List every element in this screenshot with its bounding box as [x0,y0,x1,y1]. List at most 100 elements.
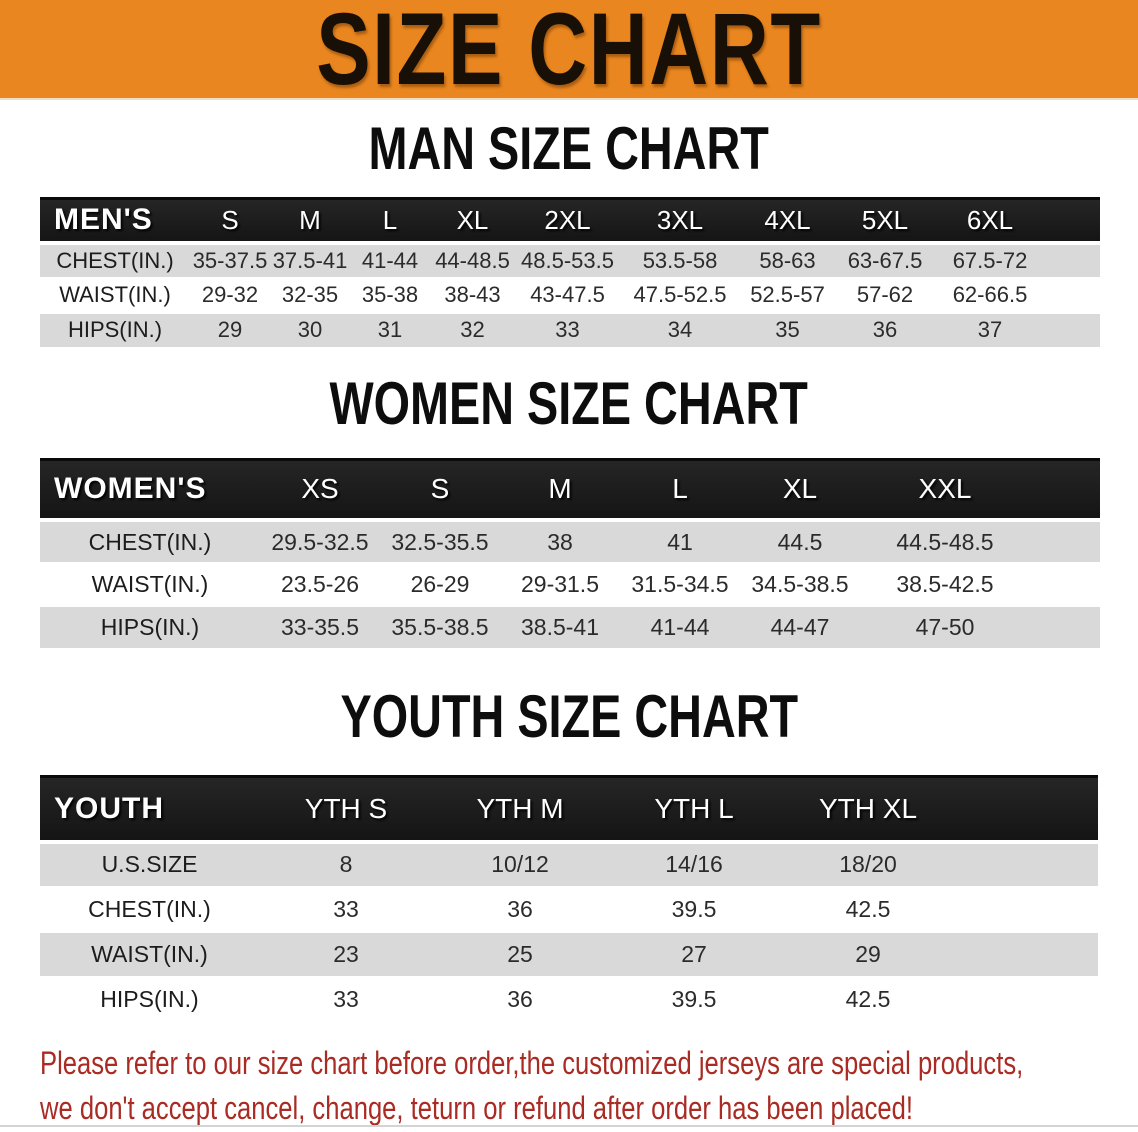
row-label: WAIST(IN.) [59,282,171,307]
size-value-cell: 38.5-41 [520,614,599,640]
row-label: WAIST(IN.) [91,940,208,967]
size-value-cell: 29-32 [201,282,259,307]
spacer-cell [955,977,1098,1022]
size-column-header: XL [430,197,515,245]
size-column-header: M [500,457,620,522]
spacer-cell [955,932,1098,977]
table-header-row: WOMEN'S XS S M L XL XXL [40,457,1100,522]
size-value-cell: 41-44 [650,614,710,640]
spacer-cell [1045,243,1100,278]
spacer-cell [1045,278,1100,313]
size-value-cell: 62-66.5 [952,282,1028,307]
spacer-cell [1045,313,1100,348]
size-value-cell: 36 [507,985,533,1012]
size-value-cell: 25 [507,940,533,967]
table-row: WAIST(IN.) 23.5-26 26-29 29-31.5 31.5-34.5 34… [40,563,1100,606]
disclaimer-line-2: we don't accept cancel, change, teturn o… [40,1089,913,1126]
spacer-cell [1045,197,1100,245]
size-value-cell: 32.5-35.5 [391,528,489,555]
size-value-cell: 33-35.5 [280,614,359,640]
size-column-header: 6XL [935,197,1045,245]
table-row: HIPS(IN.) 33 36 39.5 42.5 [40,976,1098,1022]
disclaimer-line-1: Please refer to our size chart before or… [40,1044,1024,1081]
table-header-row: MEN'S S M L XL 2XL 3XL 4XL 5XL 6XL [40,197,1100,245]
size-value-cell: 52.5-57 [750,282,825,307]
size-value-cell: 14/16 [665,851,723,877]
size-column-header: S [190,197,270,245]
banner-title: SIZE CHART [316,0,822,106]
size-value-cell: 53.5-58 [642,247,718,273]
size-value-cell: 48.5-53.5 [521,247,614,273]
size-value-cell: 43-47.5 [530,282,605,307]
size-value-cell: 41-44 [361,247,419,273]
table-row: CHEST(IN.) 35-37.5 37.5-41 41-44 44-48.5 48.5… [40,242,1100,278]
size-column-header: YTH S [259,775,433,844]
women-section-heading: WOMEN SIZE CHART [329,369,809,437]
men-section-heading: MAN SIZE CHART [368,115,770,182]
size-column-header: S [380,457,500,522]
size-column-header: XL [740,457,860,522]
row-label: CHEST(IN.) [88,528,212,555]
size-value-cell: 32-35 [281,282,339,307]
size-value-cell: 42.5 [845,895,891,922]
size-value-cell: 33 [333,985,359,1012]
size-value-cell: 31.5-34.5 [631,571,729,597]
size-value-cell: 47-50 [915,614,975,640]
size-column-header: YTH XL [781,775,955,844]
table-row: CHEST(IN.) 29.5-32.5 32.5-35.5 38 41 44.5 44.5… [40,520,1100,563]
size-value-cell: 35.5-38.5 [391,614,489,640]
size-value-cell: 41 [667,528,693,555]
size-value-cell: 58-63 [759,247,816,273]
table-row: U.S.SIZE 8 10/12 14/16 18/20 [40,841,1098,887]
spacer-cell [955,842,1098,887]
size-value-cell: 38.5-42.5 [896,571,994,597]
size-value-cell: 29-31.5 [520,571,599,597]
size-value-cell: 33 [555,317,580,342]
row-label: HIPS(IN.) [67,317,163,342]
size-value-cell: 42.5 [845,985,891,1012]
size-value-cell: 10/12 [491,851,549,877]
size-value-cell: 36 [507,895,533,922]
size-column-header: 5XL [835,197,935,245]
size-value-cell: 34.5-38.5 [751,571,849,597]
size-value-cell: 29 [855,940,881,967]
disclaimer-text: Please refer to our size chart before or… [40,1041,1108,1131]
row-label: HIPS(IN.) [100,614,200,640]
size-column-header: 2XL [515,197,620,245]
size-column-header: 3XL [620,197,740,245]
size-value-cell: 31 [377,317,403,342]
youth-section-heading: YOUTH SIZE CHART [340,683,798,750]
table-corner-label: YOUTH [40,775,259,844]
row-label: HIPS(IN.) [100,985,199,1012]
size-value-cell: 33 [333,895,359,922]
women-section-heading-wrap: WOMEN SIZE CHART [0,349,1138,458]
row-label: WAIST(IN.) [91,571,209,597]
size-value-cell: 44.5 [777,528,823,555]
spacer-cell [1030,520,1100,563]
size-value-cell: 35 [775,317,800,342]
size-column-header: YTH L [607,775,781,844]
table-corner-label: WOMEN'S [40,457,260,522]
spacer-cell [955,887,1098,932]
size-value-cell: 39.5 [671,985,717,1012]
mens-size-table: MEN'S S M L XL 2XL 3XL 4XL 5XL 6XL CHEST(IN.) 35-37… [40,197,1100,349]
table-row: HIPS(IN.) 33-35.5 35.5-38.5 38.5-41 41-44 44-… [40,606,1100,649]
table-row: CHEST(IN.) 33 36 39.5 42.5 [40,886,1098,932]
men-section-heading-wrap: MAN SIZE CHART [0,100,1138,197]
size-value-cell: 36 [872,317,898,342]
size-value-cell: 67.5-72 [952,247,1028,273]
bottom-divider [0,1125,1138,1127]
size-value-cell: 37 [977,317,1003,342]
youth-section-heading-wrap: YOUTH SIZE CHART [0,650,1138,775]
row-label: U.S.SIZE [101,851,198,877]
size-value-cell: 57-62 [856,282,914,307]
youth-size-table: YOUTH YTH S YTH M YTH L YTH XL U.S.SIZE 8 10/12… [40,775,1098,1023]
size-value-cell: 30 [297,317,323,342]
row-label: CHEST(IN.) [88,895,211,922]
spacer-cell [955,775,1098,844]
size-value-cell: 27 [681,940,707,967]
size-value-cell: 35-37.5 [192,247,268,273]
size-value-cell: 44-47 [770,614,830,640]
size-value-cell: 32 [460,317,485,342]
spacer-cell [1030,606,1100,649]
